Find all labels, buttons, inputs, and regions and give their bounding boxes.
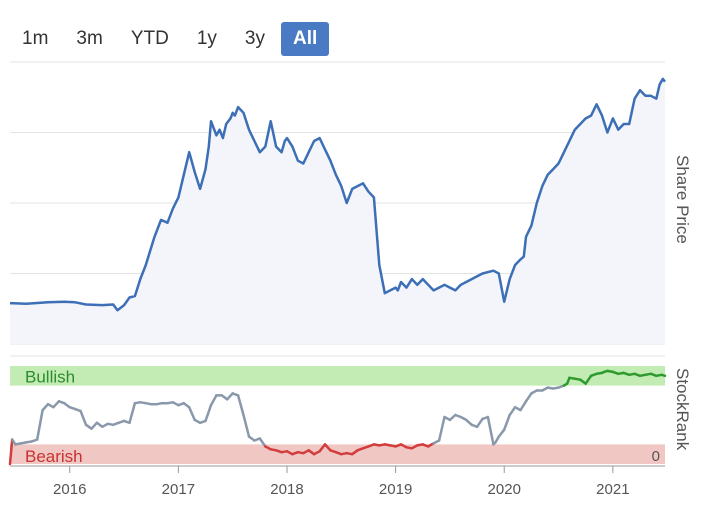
rank-segment <box>323 443 332 452</box>
rank-segment <box>519 400 528 412</box>
rank-segment <box>486 415 495 446</box>
bullish-label: Bullish <box>25 368 75 387</box>
rank-segment <box>497 428 506 438</box>
x-tick-label: 2021 <box>596 481 629 498</box>
rank-segment <box>90 421 99 430</box>
x-tick-label: 2020 <box>488 481 521 498</box>
rank-segment <box>79 409 88 427</box>
price-line <box>9 77 666 312</box>
x-tick-label: 2017 <box>162 481 195 498</box>
x-tick-label: 2019 <box>379 481 412 498</box>
range-selector: 1m 3m YTD 1y 3y All <box>10 22 330 56</box>
rank-segment <box>318 443 327 453</box>
rank-segment <box>236 394 245 417</box>
rank-segment <box>584 374 593 385</box>
rank-axis-title: StockRank <box>673 368 692 451</box>
bearish-band <box>10 444 665 464</box>
rank-segment <box>242 413 251 438</box>
rank-segment <box>502 413 511 431</box>
rank-segment <box>128 401 137 425</box>
stockrank-chart: Bullish Bearish 0 StockRank <box>8 355 692 466</box>
rank-y-tick-label: 0 <box>652 448 660 465</box>
rank-segment <box>204 403 213 423</box>
rank-segment <box>41 402 50 412</box>
x-tick-label: 2016 <box>53 481 86 498</box>
range-button-all[interactable]: All <box>280 22 330 56</box>
rank-segment <box>209 394 218 407</box>
range-button-3y[interactable]: 3y <box>233 22 277 56</box>
bullish-band <box>10 366 665 386</box>
rank-segment <box>52 400 61 409</box>
price-area <box>10 78 665 345</box>
rank-segment <box>8 438 14 466</box>
rank-segment <box>660 373 667 378</box>
rank-segment <box>187 405 196 422</box>
bearish-label: Bearish <box>25 447 83 466</box>
rank-segment <box>524 392 533 403</box>
range-button-3m[interactable]: 3m <box>64 22 114 56</box>
rank-segment <box>508 405 517 417</box>
rank-segment <box>258 437 267 448</box>
y-axis-title: Share Price <box>673 155 692 244</box>
price-chart: 0250500750Share Price <box>9 61 692 345</box>
range-button-ytd[interactable]: YTD <box>119 22 181 56</box>
x-tick-label: 2018 <box>270 481 303 498</box>
range-button-1y[interactable]: 1y <box>185 22 229 56</box>
rank-segment <box>35 408 44 441</box>
rank-segment <box>437 415 446 442</box>
rank-segment <box>475 417 484 429</box>
x-axis: 2016 2017 2018 2019 2020 2021 <box>10 465 665 498</box>
range-button-1m[interactable]: 1m <box>10 22 60 56</box>
rank-segment <box>225 392 234 401</box>
